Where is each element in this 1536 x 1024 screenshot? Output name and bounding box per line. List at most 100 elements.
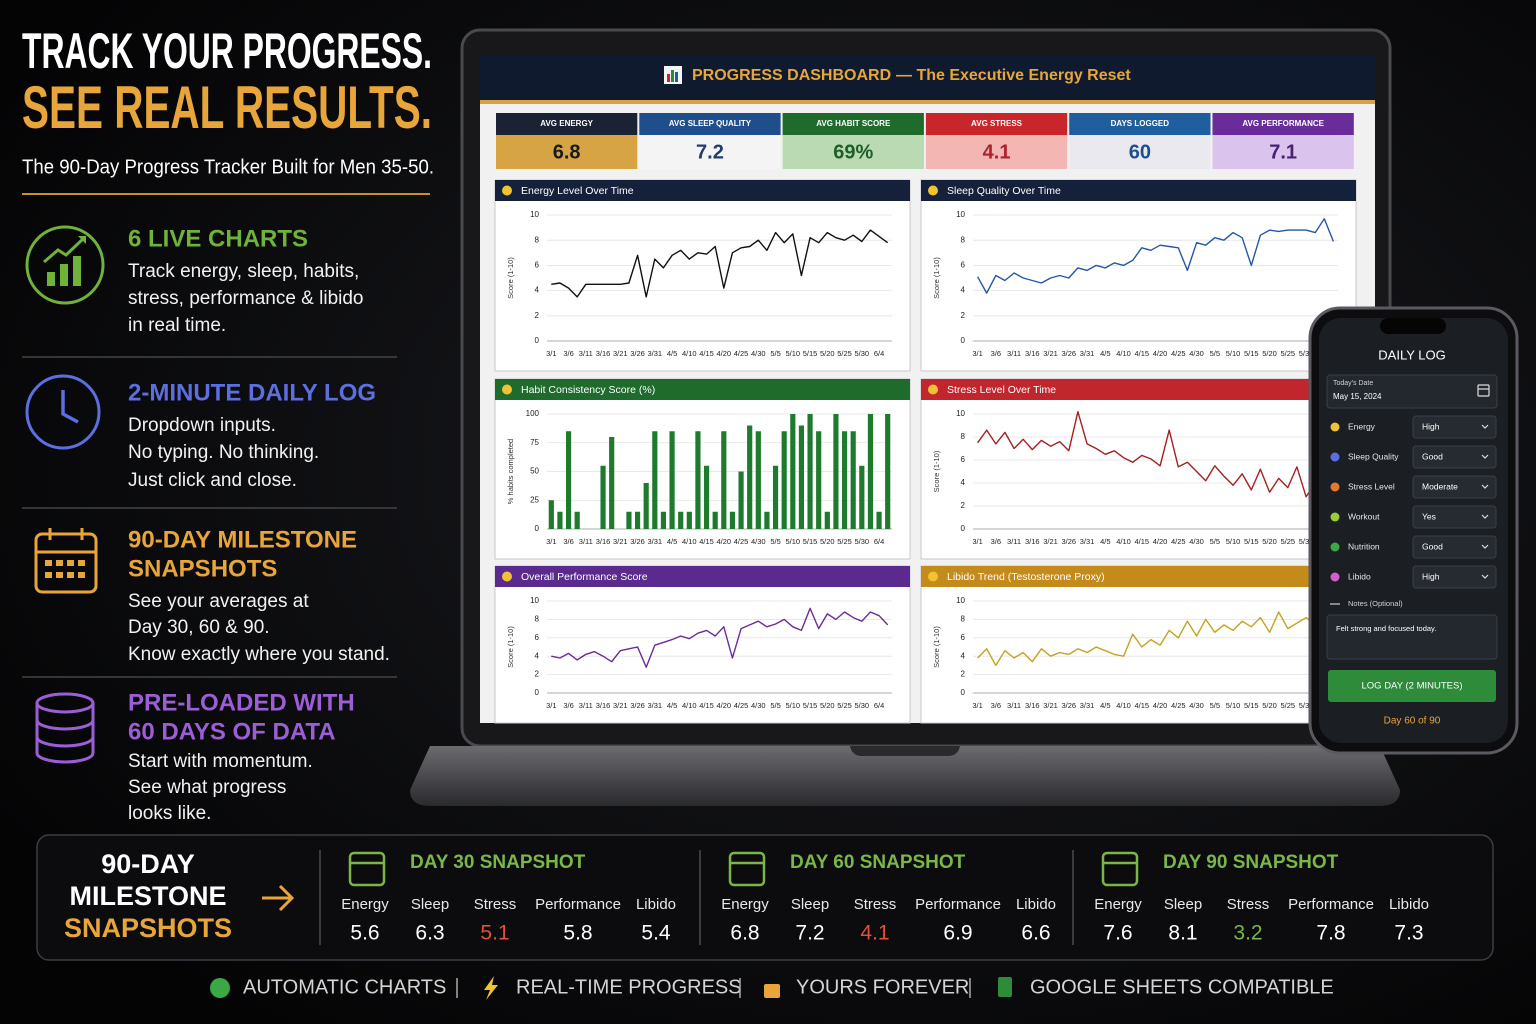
chart-icon — [502, 571, 512, 582]
x-tick-label: 5/20 — [1262, 701, 1277, 710]
field-icon — [1330, 572, 1340, 582]
x-tick-label: 5/25 — [837, 701, 852, 710]
x-tick-label: 5/30 — [1299, 349, 1314, 358]
x-tick-label: 5/10 — [1226, 537, 1241, 546]
bar — [850, 431, 856, 529]
metric-label: Performance — [535, 896, 621, 913]
bar — [876, 511, 882, 529]
metric-value: 5.6 — [350, 922, 379, 945]
x-tick-label: 3/11 — [579, 701, 593, 710]
dashboard-subtitle: — The Executive Energy Reset — [896, 67, 1131, 84]
notes-text[interactable]: Felt strong and focused today. — [1336, 624, 1436, 633]
dashboard-icon — [664, 66, 682, 84]
field-label: Stress Level — [1348, 481, 1395, 491]
bar — [557, 511, 563, 529]
feature-text: looks like. — [128, 803, 211, 824]
x-tick-label: 4/5 — [667, 701, 677, 710]
kpi-value-bg — [1212, 135, 1354, 169]
x-tick-label: 4/15 — [699, 701, 714, 710]
field-icon — [1330, 452, 1340, 462]
x-tick-label: 5/30 — [855, 701, 870, 710]
x-tick-label: 5/30 — [855, 349, 870, 358]
dropdown-chevron — [1481, 544, 1489, 549]
x-tick-label: 5/10 — [1226, 349, 1241, 358]
y-tick-label: 2 — [535, 670, 540, 679]
footer-item: YOURS FOREVER — [796, 976, 969, 998]
x-tick-label: 3/21 — [613, 701, 628, 710]
bar — [634, 511, 641, 529]
feature-text: See what progress — [128, 777, 286, 798]
snapshot-title: DAY 30 SNAPSHOT — [410, 852, 586, 873]
feature-text: Start with momentum. — [128, 751, 313, 772]
x-tick-label: 4/20 — [717, 537, 732, 546]
x-tick-label: 3/31 — [1080, 537, 1095, 546]
x-tick-label: 4/10 — [1116, 701, 1131, 710]
chart-card — [920, 179, 1357, 372]
bar — [712, 511, 718, 529]
calendar-icon — [34, 528, 98, 594]
x-tick-label: 5/15 — [1244, 537, 1259, 546]
y-tick-label: 6 — [535, 633, 540, 642]
y-tick-label: 4 — [535, 651, 540, 660]
x-tick-label: 5/25 — [837, 349, 852, 358]
kpi-value-bg — [1069, 135, 1211, 169]
metric-label: Performance — [1288, 896, 1374, 913]
kpi-value: 4.1 — [983, 141, 1011, 163]
feature-text: Dropdown inputs. — [128, 415, 276, 436]
feature-title: 2-MINUTE DAILY LOG — [128, 379, 376, 406]
y-tick-label: 50 — [530, 467, 539, 476]
bar — [738, 471, 744, 529]
line — [977, 611, 1334, 667]
x-tick-label: 3/16 — [1025, 349, 1040, 358]
bar — [798, 425, 805, 529]
x-tick-label: 3/31 — [1080, 701, 1095, 710]
field-icon — [1330, 512, 1340, 522]
dropdown-value[interactable]: High — [1422, 421, 1440, 431]
bar — [816, 431, 822, 529]
line — [551, 607, 889, 668]
dropdown[interactable] — [1412, 475, 1497, 499]
dropdown-value[interactable]: Good — [1422, 541, 1443, 551]
y-tick-label: 0 — [961, 688, 966, 697]
dropdown-value[interactable]: Moderate — [1422, 481, 1458, 491]
metric-value: 5.1 — [480, 922, 509, 945]
kpi-value-bg — [925, 135, 1068, 169]
dropdown[interactable] — [1412, 565, 1497, 589]
x-tick-label: 3/6 — [563, 537, 573, 546]
x-tick-label: 5/15 — [803, 349, 818, 358]
dropdown[interactable] — [1412, 535, 1497, 559]
clock-icon — [25, 374, 101, 450]
chart-card — [494, 565, 911, 724]
dropdown-value[interactable]: High — [1422, 571, 1440, 581]
x-tick-label: 5/10 — [786, 349, 801, 358]
dropdown-value[interactable]: Good — [1422, 451, 1443, 461]
kpi-label-bg — [1212, 113, 1354, 135]
x-tick-label: 3/26 — [630, 349, 645, 358]
log-button-label[interactable]: LOG DAY (2 MINUTES) — [1362, 681, 1463, 692]
x-tick-label: 3/11 — [1007, 701, 1021, 710]
dropdown[interactable] — [1412, 415, 1497, 439]
metric-label: Sleep — [1164, 896, 1202, 913]
subtitle: The 90-Day Progress Tracker Built for Me… — [22, 156, 434, 178]
x-tick-label: 5/20 — [1262, 537, 1277, 546]
dropdown[interactable] — [1412, 505, 1497, 529]
metric-value: 3.2 — [1233, 922, 1262, 945]
x-tick-label: 5/5 — [1210, 349, 1220, 358]
x-tick-label: 3/21 — [1043, 701, 1058, 710]
bar — [790, 414, 796, 529]
bar — [755, 431, 761, 529]
kpi-label-bg — [925, 113, 1068, 135]
x-tick-label: 3/11 — [1007, 349, 1021, 358]
dropdown-value[interactable]: Yes — [1422, 511, 1436, 521]
x-tick-label: 4/5 — [1100, 701, 1110, 710]
dropdown-chevron — [1481, 484, 1489, 489]
log-button[interactable] — [1328, 670, 1496, 702]
feature-title: 6 LIVE CHARTS — [128, 225, 308, 252]
dropdown[interactable] — [1412, 445, 1497, 469]
x-tick-label: 6/4 — [874, 349, 884, 358]
x-tick-label: 3/31 — [648, 349, 663, 358]
bar — [772, 465, 779, 529]
headline-accent: SEE REAL RESULTS. — [22, 74, 432, 141]
x-tick-label: 4/25 — [734, 701, 749, 710]
x-tick-label: 4/10 — [682, 701, 697, 710]
